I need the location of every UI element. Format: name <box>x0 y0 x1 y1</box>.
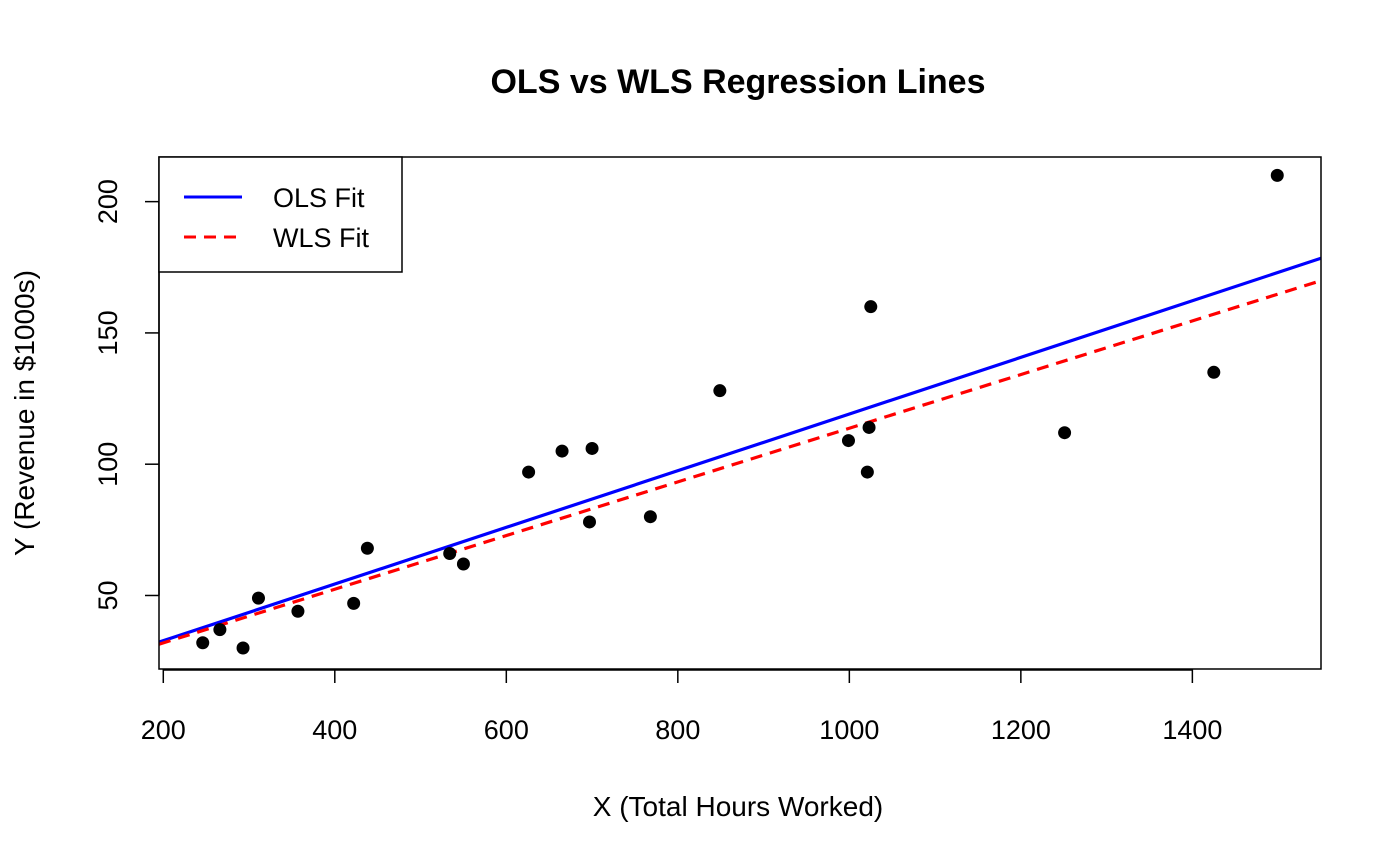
data-point <box>236 641 250 655</box>
y-tick-label: 200 <box>93 179 123 224</box>
x-tick-label: 800 <box>655 715 700 745</box>
legend-label-wls: WLS Fit <box>273 223 370 253</box>
y-axis-label: Y (Revenue in $1000s) <box>9 270 40 556</box>
x-tick-label: 1400 <box>1162 715 1222 745</box>
y-tick-label: 50 <box>93 580 123 610</box>
regression-line-ols-fit <box>159 256 1321 644</box>
data-point <box>860 465 874 479</box>
data-point <box>522 465 536 479</box>
legend-box <box>158 156 403 273</box>
x-tick-label: 400 <box>312 715 357 745</box>
data-points <box>196 168 1284 655</box>
data-point <box>582 515 596 529</box>
legend-label-ols: OLS Fit <box>273 183 365 213</box>
data-point <box>864 300 878 314</box>
data-point <box>862 420 876 434</box>
data-point <box>251 591 265 605</box>
data-point <box>841 434 855 448</box>
y-tick-label: 100 <box>93 442 123 487</box>
data-point <box>555 444 569 458</box>
data-point <box>360 541 374 555</box>
data-point <box>213 623 227 637</box>
data-point <box>196 636 210 650</box>
legend: OLS Fit WLS Fit <box>158 156 403 273</box>
x-tick-label: 200 <box>141 715 186 745</box>
data-point <box>713 384 727 398</box>
data-point <box>643 510 657 524</box>
regression-line-wls-fit <box>159 279 1321 646</box>
data-point <box>291 604 305 618</box>
y-axis: 50 100 150 200 <box>93 179 160 611</box>
regression-lines <box>159 256 1321 646</box>
data-point <box>443 546 457 560</box>
data-point <box>585 441 599 455</box>
data-point <box>1207 365 1221 379</box>
x-tick-label: 1000 <box>819 715 879 745</box>
data-point <box>347 596 361 610</box>
chart-title: OLS vs WLS Regression Lines <box>490 63 985 101</box>
data-point <box>1270 168 1284 182</box>
x-axis: 200 400 600 800 1000 1200 1400 <box>141 669 1222 745</box>
x-tick-label: 1200 <box>991 715 1051 745</box>
y-tick-label: 150 <box>93 310 123 355</box>
data-point <box>456 557 470 571</box>
data-point <box>1058 426 1072 440</box>
x-axis-label: X (Total Hours Worked) <box>593 791 883 822</box>
x-tick-label: 600 <box>484 715 529 745</box>
